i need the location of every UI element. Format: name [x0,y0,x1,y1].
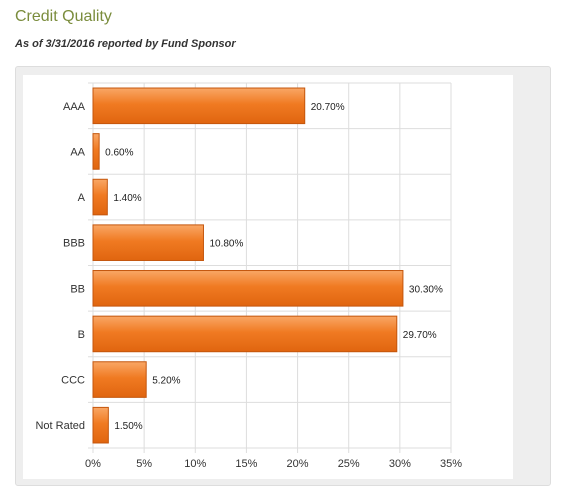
value-label: 5.20% [152,376,180,387]
x-tick-label: 30% [389,458,411,470]
bar [92,87,306,125]
bar [92,224,204,261]
value-label: 1.40% [113,193,141,204]
label-layer: 0% 5% 10% 15% 20% 25% 30% 35% AAA 20.70% AA 0.60% A 1… [35,101,462,470]
x-tick-label: 35% [440,458,462,470]
category-label: Not Rated [35,420,85,432]
category-label: BBB [63,238,85,250]
x-tick-label: 5% [136,458,152,470]
category-label: AAA [63,101,86,113]
bar [92,178,108,216]
x-tick-label: 25% [338,458,360,470]
value-label: 10.80% [209,239,243,250]
bar [92,406,109,444]
value-label: 20.70% [311,102,345,113]
x-tick-label: 15% [235,458,257,470]
category-label: B [78,329,85,341]
x-tick-label: 10% [184,458,206,470]
chart-title: Credit Quality [15,8,112,25]
chart-subtitle: As of 3/31/2016 reported by Fund Sponsor [15,38,236,50]
bar [92,315,398,353]
value-label: 29.70% [403,330,437,341]
category-label: BB [70,283,85,295]
bar-layer [92,87,404,444]
value-label: 1.50% [114,421,142,432]
bar [92,133,100,170]
bar [92,361,147,398]
x-tick-label: 20% [287,458,309,470]
category-label: A [78,192,86,204]
bar [92,270,404,307]
x-tick-label: 0% [85,458,101,470]
category-label: AA [70,146,85,158]
value-label: 0.60% [105,147,133,158]
category-label: CCC [61,375,85,387]
value-label: 30.30% [409,284,443,295]
